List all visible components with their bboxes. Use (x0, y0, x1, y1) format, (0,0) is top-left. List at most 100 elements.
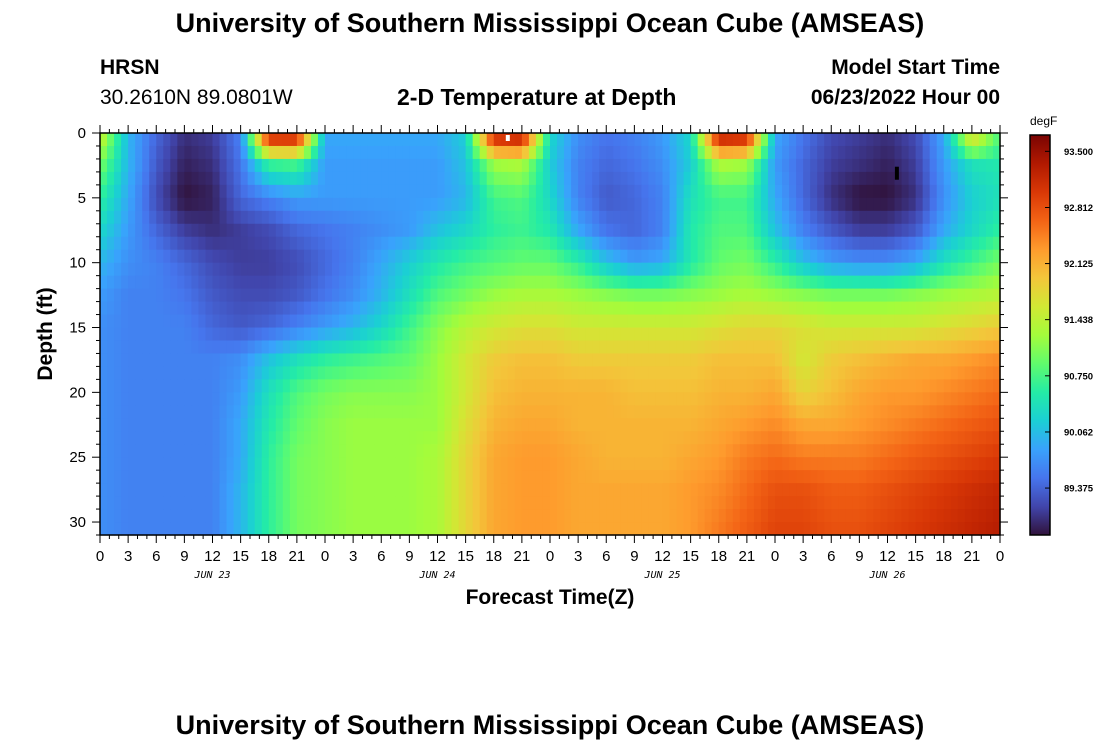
heat-cell (437, 171, 446, 186)
heat-cell (191, 405, 200, 419)
heat-cell (289, 405, 298, 419)
heat-cell (831, 249, 839, 264)
heat-cell (360, 171, 368, 186)
heat-cell (451, 444, 460, 458)
heat-cell (817, 418, 825, 432)
heat-cell (697, 405, 706, 419)
heat-cell (444, 392, 453, 406)
heat-cell (128, 133, 136, 147)
heat-cell (831, 509, 839, 523)
heat-cell (444, 483, 453, 497)
heat-cell (767, 340, 776, 355)
heat-cell (697, 522, 706, 536)
heat-cell (620, 496, 628, 510)
heat-cell (416, 496, 425, 510)
heat-cell (782, 145, 790, 160)
heat-cell (908, 133, 917, 147)
heat-cell (859, 262, 868, 277)
heat-cell (564, 405, 572, 419)
heat-cell (374, 133, 382, 147)
heat-cell (107, 158, 115, 173)
heat-cell (613, 158, 621, 173)
heat-cell (317, 158, 326, 173)
heat-cell (542, 249, 551, 264)
heat-cell (346, 496, 354, 510)
heat-cell (978, 457, 987, 471)
heat-cell (634, 340, 643, 355)
heat-cell (107, 522, 115, 536)
heat-cell (205, 366, 214, 380)
heat-cell (824, 353, 832, 368)
heat-cell (915, 496, 924, 510)
heat-cell (212, 418, 221, 432)
heat-cell (149, 496, 157, 510)
heat-cell (971, 236, 980, 251)
heat-cell (831, 457, 839, 471)
heat-cell (465, 314, 474, 329)
heat-cell (838, 470, 846, 484)
heat-cell (451, 379, 460, 393)
heat-cell (992, 340, 1001, 355)
heat-cell (753, 327, 762, 342)
heat-cell (339, 158, 347, 173)
heat-cell (697, 275, 706, 290)
heat-cell (648, 145, 657, 160)
heat-cell (437, 457, 446, 471)
heat-cell (388, 145, 396, 160)
heat-cell (767, 236, 776, 251)
heat-cell (500, 288, 509, 303)
heat-cell (929, 444, 938, 458)
heat-cell (571, 133, 579, 147)
heat-cell (992, 483, 1001, 497)
heat-cell (697, 236, 706, 251)
heat-cell (866, 301, 875, 316)
heat-cell (212, 210, 221, 225)
heat-cell (451, 223, 460, 238)
heat-cell (817, 275, 825, 290)
heat-cell (634, 431, 643, 445)
heat-cell (704, 379, 713, 393)
heat-cell (697, 158, 706, 173)
heat-cell (521, 145, 530, 160)
heat-cell (978, 171, 987, 186)
heat-cell (142, 133, 150, 147)
heat-cell (950, 133, 959, 147)
heat-cell (571, 379, 579, 393)
heat-cell (704, 275, 713, 290)
heat-cell (317, 314, 326, 329)
heat-cell (247, 470, 256, 484)
heat-cell (557, 353, 565, 368)
heat-cell (936, 509, 945, 523)
heat-cell (507, 236, 516, 251)
heat-cell (704, 366, 713, 380)
heat-cell (317, 366, 326, 380)
heat-cell (437, 314, 446, 329)
heat-cell (599, 197, 607, 212)
heat-cell (367, 418, 375, 432)
heat-cell (500, 314, 509, 329)
heat-cell (894, 457, 903, 471)
heat-cell (838, 133, 846, 147)
heat-cell (669, 522, 678, 536)
heat-cell (627, 483, 635, 497)
heat-cell (753, 275, 762, 290)
heat-cell (810, 405, 818, 419)
heat-cell (332, 145, 340, 160)
heat-cell (957, 262, 966, 277)
heat-cell (535, 444, 544, 458)
heat-cell (339, 509, 347, 523)
heat-cell (381, 418, 389, 432)
heat-cell (472, 340, 481, 355)
heat-cell (634, 197, 643, 212)
heat-cell (240, 145, 249, 160)
heat-cell (838, 522, 846, 536)
heat-cell (585, 340, 593, 355)
heat-cell (557, 522, 565, 536)
heat-cell (606, 314, 614, 329)
heat-cell (859, 210, 868, 225)
heat-cell (486, 210, 495, 225)
heat-cell (655, 236, 664, 251)
heat-cell (409, 327, 418, 342)
heat-cell (500, 133, 509, 147)
heat-cell (718, 301, 727, 316)
